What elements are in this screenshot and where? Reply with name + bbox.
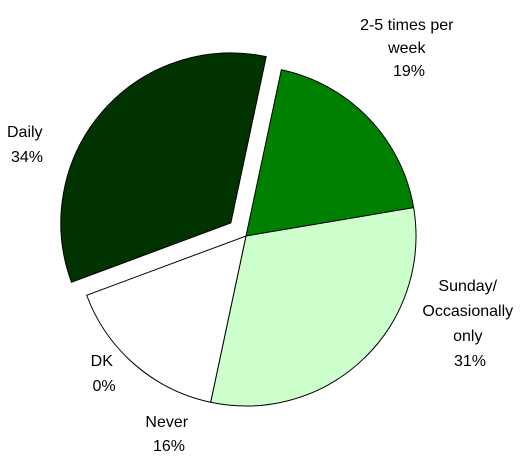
- label-2-5-times: 2-5 times per week 19%: [360, 17, 458, 80]
- label-never: Never 16%: [145, 414, 192, 455]
- slice-labels: 2-5 times per week 19% Sunday/ Occasiona…: [7, 17, 517, 455]
- pie-slice-1: [210, 207, 417, 407]
- pie-slice-4: [60, 52, 267, 283]
- pie-slice-0: [245, 69, 415, 237]
- label-daily: Daily 34%: [7, 124, 47, 166]
- pie-slices: [60, 52, 417, 407]
- label-sunday-occasionally: Sunday/ Occasionally only 31%: [422, 278, 517, 370]
- pie-slice-2: [86, 235, 247, 403]
- label-dk: DK 0%: [91, 353, 118, 395]
